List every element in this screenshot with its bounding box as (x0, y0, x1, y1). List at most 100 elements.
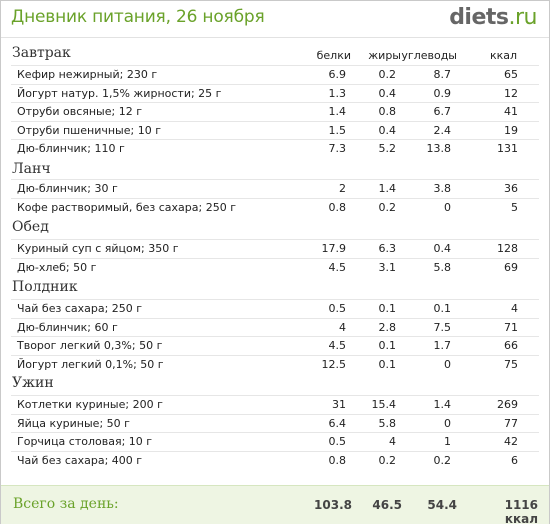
value-kcal: 42 (504, 435, 518, 448)
value-protein: 12.5 (321, 358, 347, 371)
row-divider (11, 414, 539, 415)
value-kcal: 75 (504, 358, 518, 371)
section-title: Ланч (12, 161, 51, 177)
value-protein: 6.4 (328, 417, 347, 430)
food-name: Йогурт натур. 1,5% жирности; 25 г (17, 87, 222, 100)
logo-tld: .ru (508, 5, 538, 30)
row-divider (11, 336, 539, 337)
total-carbs: 54.4 (427, 498, 457, 512)
value-fat: 3.1 (378, 261, 397, 274)
value-carbs: 0.2 (433, 454, 452, 467)
site-logo[interactable]: diets.ru (449, 5, 537, 30)
food-row: Дю-блинчик; 30 г 2 1.4 3.8 36 (1, 179, 549, 197)
value-protein: 7.3 (328, 142, 347, 155)
value-carbs: 2.4 (433, 124, 452, 137)
food-row: Яйца куриные; 50 г 6.4 5.8 0 77 (1, 414, 549, 432)
value-kcal: 71 (504, 321, 518, 334)
food-row: Чай без сахара; 250 г 0.5 0.1 0.1 4 (1, 299, 549, 317)
food-name: Куриный суп с яйцом; 350 г (17, 242, 179, 255)
value-kcal: 36 (504, 182, 518, 195)
value-kcal: 128 (497, 242, 518, 255)
value-protein: 6.9 (328, 68, 347, 81)
value-kcal: 5 (511, 201, 518, 214)
food-row: Кофе растворимый, без сахара; 250 г 0.8 0.… (1, 198, 549, 216)
value-kcal: 19 (504, 124, 518, 137)
total-protein: 103.8 (314, 498, 352, 512)
row-divider (11, 451, 539, 452)
food-name: Отруби овсяные; 12 г (17, 105, 142, 118)
value-kcal: 77 (504, 417, 518, 430)
row-divider (11, 299, 539, 300)
food-name: Йогурт легкий 0,1%; 50 г (17, 358, 164, 371)
food-row: Отруби пшеничные; 10 г 1.5 0.4 2.4 19 (1, 121, 549, 139)
value-carbs: 1.4 (433, 398, 452, 411)
food-row: Чай без сахара; 400 г 0.8 0.2 0.2 6 (1, 451, 549, 469)
food-row: Дю-хлеб; 50 г 4.5 3.1 5.8 69 (1, 258, 549, 276)
food-row: Йогурт легкий 0,1%; 50 г 12.5 0.1 0 75 (1, 355, 549, 373)
value-carbs: 0 (444, 358, 451, 371)
value-protein: 2 (339, 182, 346, 195)
food-row: Куриный суп с яйцом; 350 г 17.9 6.3 0.4 128 (1, 239, 549, 257)
header-divider (1, 37, 549, 38)
value-kcal: 41 (504, 105, 518, 118)
column-header-carbs: углеводы (401, 49, 457, 62)
section-title: Обед (12, 219, 49, 235)
column-header-fat: жиры (368, 49, 401, 62)
food-name: Горчица столовая; 10 г (17, 435, 153, 448)
value-fat: 2.8 (378, 321, 397, 334)
value-fat: 0.4 (378, 124, 397, 137)
food-row: Творог легкий 0,3%; 50 г 4.5 0.1 1.7 66 (1, 336, 549, 354)
row-divider (11, 239, 539, 240)
food-name: Кофе растворимый, без сахара; 250 г (17, 201, 236, 214)
value-protein: 31 (332, 398, 346, 411)
value-protein: 1.3 (328, 87, 347, 100)
row-divider (11, 432, 539, 433)
food-row: Йогурт натур. 1,5% жирности; 25 г 1.3 0.4 0… (1, 84, 549, 102)
value-protein: 0.8 (328, 201, 347, 214)
value-kcal: 69 (504, 261, 518, 274)
value-kcal: 4 (511, 302, 518, 315)
section-title: Полдник (12, 279, 78, 295)
value-fat: 6.3 (378, 242, 397, 255)
value-carbs: 13.8 (426, 142, 452, 155)
value-carbs: 1.7 (433, 339, 452, 352)
food-row: Дю-блинчик; 60 г 4 2.8 7.5 71 (1, 318, 549, 336)
value-fat: 0.2 (378, 201, 397, 214)
food-name: Дю-блинчик; 30 г (17, 182, 118, 195)
value-fat: 4 (389, 435, 396, 448)
food-name: Дю-блинчик; 110 г (17, 142, 125, 155)
row-divider (11, 179, 539, 180)
value-carbs: 0.1 (433, 302, 452, 315)
food-row: Кефир нежирный; 230 г 6.9 0.2 8.7 65 (1, 65, 549, 83)
value-protein: 0.5 (328, 435, 347, 448)
food-name: Котлетки куриные; 200 г (17, 398, 163, 411)
food-row: Котлетки куриные; 200 г 31 15.4 1.4 269 (1, 395, 549, 413)
value-protein: 4.5 (328, 261, 347, 274)
value-protein: 4 (339, 321, 346, 334)
section-title: Завтрак (12, 45, 71, 61)
row-divider (11, 84, 539, 85)
value-carbs: 0 (444, 201, 451, 214)
food-name: Дю-блинчик; 60 г (17, 321, 118, 334)
value-fat: 0.1 (378, 302, 397, 315)
row-divider (11, 102, 539, 103)
column-header-kcal: ккал (489, 49, 517, 62)
total-kcal: 1116 ккал (504, 498, 538, 526)
value-kcal: 6 (511, 454, 518, 467)
value-kcal: 269 (497, 398, 518, 411)
row-divider (11, 65, 539, 66)
value-fat: 5.2 (378, 142, 397, 155)
value-fat: 0.2 (378, 454, 397, 467)
value-protein: 4.5 (328, 339, 347, 352)
row-divider (11, 355, 539, 356)
logo-main: diets (449, 5, 509, 30)
value-kcal: 12 (504, 87, 518, 100)
value-carbs: 8.7 (433, 68, 452, 81)
food-name: Творог легкий 0,3%; 50 г (17, 339, 163, 352)
section-title: Ужин (12, 375, 54, 391)
value-carbs: 6.7 (433, 105, 452, 118)
food-row: Горчица столовая; 10 г 0.5 4 1 42 (1, 432, 549, 450)
total-fat: 46.5 (372, 498, 402, 512)
value-fat: 5.8 (378, 417, 397, 430)
